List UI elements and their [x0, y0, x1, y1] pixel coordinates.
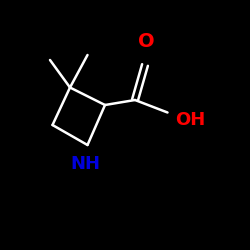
Text: O: O: [138, 32, 154, 51]
Text: OH: OH: [175, 111, 205, 129]
Text: NH: NH: [70, 155, 100, 173]
